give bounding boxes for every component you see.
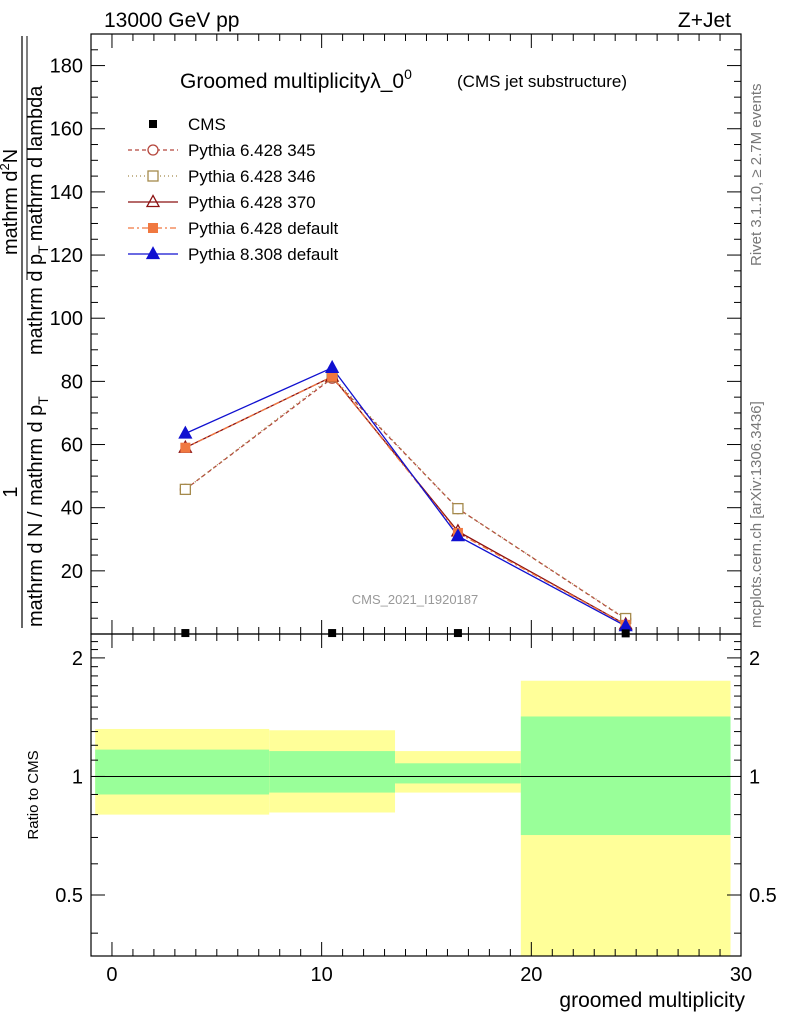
y-tick-label: 140 [50, 182, 83, 204]
y-tick-label: 20 [61, 561, 83, 583]
legend-label: Pythia 6.428 345 [188, 141, 316, 160]
series-point-4 [178, 425, 193, 439]
mc-series-markers [178, 359, 633, 632]
legend-marker [145, 194, 161, 208]
chart-title: Groomed multiplicityλ_00 [180, 66, 412, 93]
cms-point [621, 629, 630, 638]
header-left: 13000 GeV pp [104, 9, 239, 32]
ratio-tick-label-right: 2 [749, 648, 760, 670]
y-tick-label: 120 [50, 245, 83, 267]
ratio-tick-label: 1 [72, 766, 83, 788]
series-point-1 [179, 483, 192, 496]
ratio-tick-label-right: 0.5 [749, 885, 777, 907]
chart-title-sup: 0 [404, 66, 412, 82]
ratio-uncertainty-bands [95, 680, 731, 956]
chart-title-small: (CMS jet substructure) [457, 72, 627, 91]
y-label-outer-den: mathrm d N / mathrm d pT [25, 396, 51, 627]
series-line-2 [185, 375, 626, 626]
legend-label: Pythia 8.308 default [188, 245, 339, 264]
legend-cms-marker [149, 120, 157, 128]
y-axis-label: 1 mathrm d N / mathrm d pT mathrm d2N ma… [0, 36, 51, 628]
legend-label: Pythia 6.428 default [188, 219, 339, 238]
ratio-frame [90, 633, 742, 957]
y-label-top-den: mathrm d pTmathrm d lambda [25, 85, 51, 355]
x-tick-label: 20 [520, 964, 542, 986]
legend-marker [145, 246, 161, 260]
x-axis-label: groomed multiplicity [559, 989, 745, 1012]
ratio-band-green [269, 751, 396, 793]
y-tick-label: 80 [61, 371, 83, 393]
ratio-band-green [395, 763, 521, 784]
y-tick-label: 160 [50, 119, 83, 141]
ratio-y-label: Ratio to CMS [25, 750, 42, 839]
chart-title-main: Groomed multiplicityλ_0 [180, 70, 404, 93]
legend: CMS Pythia 6.428 345 Pythia 6.428 346 Pythi… [128, 115, 339, 264]
x-tick-label: 0 [106, 964, 117, 986]
mc-series-lines [184, 366, 627, 627]
y-tick-label: 60 [61, 435, 83, 457]
series-point-4 [325, 359, 340, 373]
y-label-outer-num: 1 [0, 486, 22, 497]
ratio-band-green [95, 749, 270, 795]
header-right: Z+Jet [678, 9, 731, 32]
series-line-1 [184, 375, 627, 620]
y-tick-label: 180 [50, 56, 83, 78]
x-tick-label: 30 [730, 964, 752, 986]
legend-label: Pythia 6.428 346 [188, 167, 316, 186]
main-panel: 20 40 60 80 100 120 140 160 180 [50, 33, 742, 638]
series-point-4 [450, 528, 466, 542]
ratio-panel: 0.5 0.51 12 20 10 20 30 [55, 633, 777, 986]
legend-label: Pythia 6.428 370 [188, 193, 316, 212]
cms-point [181, 629, 190, 638]
series-point-3 [327, 371, 338, 382]
legend-label: CMS [188, 115, 226, 134]
analysis-watermark: CMS_2021_I1920187 [352, 592, 479, 607]
series-point-1 [452, 502, 464, 515]
ratio-band-green [520, 716, 731, 836]
main-axis-ticks: 20 40 60 80 100 120 140 160 180 [50, 33, 741, 634]
legend-marker [148, 223, 158, 233]
mcplots-label: mcplots.cern.ch [arXiv:1306.3436] [748, 401, 765, 628]
legend-marker [147, 144, 159, 156]
y-tick-label: 40 [61, 498, 83, 520]
ratio-axis-ticks: 0.5 0.51 12 20 10 20 30 [55, 634, 777, 986]
cms-point [328, 629, 337, 638]
y-tick-label: 100 [50, 308, 83, 330]
series-line-0 [184, 377, 627, 620]
ratio-tick-label: 2 [72, 648, 83, 670]
x-tick-label: 10 [311, 964, 333, 986]
cms-point [453, 629, 462, 638]
y-label-top-num: mathrm d2N [0, 149, 22, 255]
legend-marker [147, 170, 159, 182]
ratio-tick-label: 0.5 [55, 885, 83, 907]
series-point-3 [180, 442, 191, 453]
series-line-4 [185, 366, 626, 627]
rivet-label: Rivet 3.1.10, ≥ 2.7M events [748, 84, 765, 267]
ratio-tick-label-right: 1 [749, 766, 760, 788]
cms-data-points [181, 629, 630, 638]
